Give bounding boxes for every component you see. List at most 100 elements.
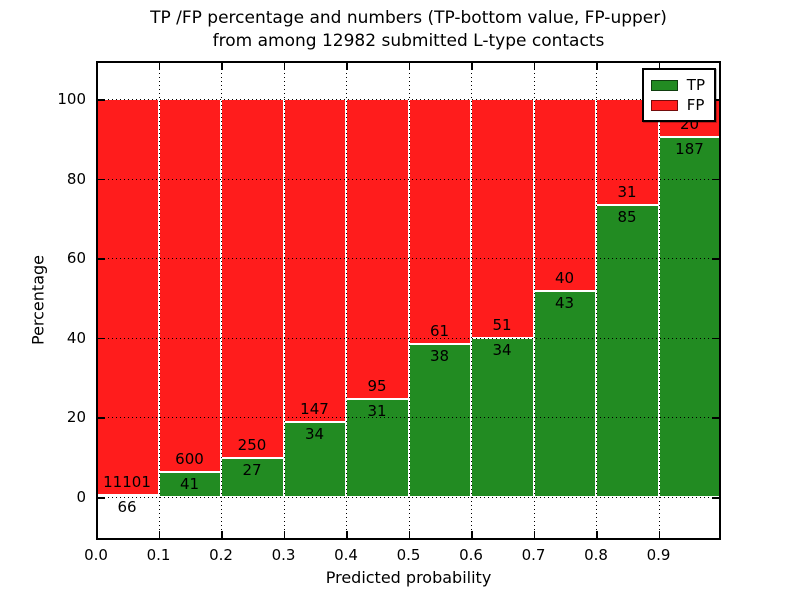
y-tick-left-80 <box>98 178 105 181</box>
fp-count-label-3: 147 <box>300 400 329 419</box>
x-tick-bottom-6 <box>471 531 473 538</box>
tp-legend-swatch <box>650 79 678 91</box>
bar-segment-tp-4 <box>346 399 409 497</box>
x-tick-bottom-5 <box>408 531 410 538</box>
x-tick-top-3 <box>283 63 285 70</box>
vertical-gridline-8 <box>596 61 597 540</box>
x-tick-top-2 <box>221 63 223 70</box>
fp-count-label-5: 61 <box>429 322 450 341</box>
tp-count-label-7: 43 <box>554 293 575 312</box>
right-spine <box>719 61 721 540</box>
y-tick-label-60: 60 <box>66 249 86 268</box>
vertical-gridline-4 <box>346 61 347 540</box>
vertical-gridline-1 <box>158 61 160 540</box>
fp-count-label-8: 31 <box>617 183 637 202</box>
x-tick-top-4 <box>346 63 348 70</box>
x-tick-label-0.0: 0.0 <box>84 546 108 564</box>
x-tick-bottom-3 <box>283 531 285 538</box>
x-tick-top-7 <box>533 63 535 70</box>
left-spine <box>96 61 98 540</box>
x-tick-label-0.1: 0.1 <box>146 546 171 564</box>
fp-count-label-7: 40 <box>554 268 575 287</box>
tp-count-label-6: 34 <box>492 340 512 359</box>
vertical-gridline-9 <box>658 61 660 540</box>
tp-count-label-3: 34 <box>304 425 325 444</box>
tp-count-label-0: 66 <box>117 497 137 516</box>
x-tick-label-0.8: 0.8 <box>584 546 608 564</box>
bar-segment-fp-6 <box>471 99 534 338</box>
bar-segment-fp-1 <box>158 99 221 472</box>
tp-count-label-1: 41 <box>179 474 200 493</box>
bar-segment-fp-2 <box>221 99 284 459</box>
x-tick-label-0.2: 0.2 <box>209 546 233 564</box>
horizontal-gridline-60 <box>96 258 721 260</box>
fp-count-label-6: 51 <box>492 315 512 334</box>
x-tick-label-0.7: 0.7 <box>521 546 546 564</box>
horizontal-gridline-40 <box>96 337 721 339</box>
fp-legend-label: FP <box>686 96 705 114</box>
vertical-gridline-3 <box>283 61 285 540</box>
bar-segment-tp-9 <box>658 137 721 497</box>
x-tick-bottom-2 <box>221 531 223 538</box>
tp-count-label-5: 38 <box>429 347 450 366</box>
bar-segment-fp-4 <box>346 99 409 400</box>
bottom-spine <box>96 538 721 540</box>
legend-item-tp: TP <box>650 75 705 95</box>
horizontal-gridline-80 <box>96 178 721 180</box>
bar-segment-tp-8 <box>596 205 659 497</box>
legend-item-fp: FP <box>650 95 705 115</box>
y-tick-label-100: 100 <box>57 90 86 108</box>
y-tick-left-0 <box>98 497 105 499</box>
y-tick-right-60 <box>712 258 719 260</box>
bar-segment-fp-5 <box>408 99 471 345</box>
x-tick-bottom-1 <box>158 531 160 538</box>
x-tick-top-6 <box>471 63 473 70</box>
y-tick-label-0: 0 <box>76 488 86 506</box>
fp-legend-swatch <box>650 99 678 111</box>
y-tick-right-80 <box>712 178 719 181</box>
y-tick-right-0 <box>712 497 719 499</box>
fp-count-label-1: 600 <box>175 449 204 468</box>
bar-segment-fp-3 <box>283 99 346 423</box>
vertical-gridline-6 <box>471 61 472 540</box>
x-tick-top-5 <box>408 63 410 70</box>
fp-count-label-4: 95 <box>367 377 387 396</box>
x-tick-top-8 <box>596 63 598 70</box>
bar-segment-tp-1 <box>158 471 221 497</box>
y-tick-right-20 <box>712 417 719 419</box>
horizontal-gridline-0 <box>96 497 721 498</box>
tp-count-label-9: 187 <box>675 140 704 159</box>
bar-segment-fp-0 <box>96 99 159 495</box>
fp-count-label-2: 250 <box>237 436 267 455</box>
x-tick-bottom-9 <box>658 531 660 538</box>
y-tick-left-40 <box>98 337 105 340</box>
vertical-gridline-5 <box>408 61 410 540</box>
y-tick-label-20: 20 <box>66 408 86 427</box>
x-tick-label-0.5: 0.5 <box>396 546 421 564</box>
chart-title-line1: TP /FP percentage and numbers (TP-bottom… <box>150 8 667 28</box>
y-tick-left-60 <box>98 258 105 260</box>
vertical-gridline-2 <box>221 61 222 540</box>
x-tick-label-0.9: 0.9 <box>646 546 671 564</box>
fp-count-label-0: 11101 <box>103 472 151 491</box>
y-tick-left-20 <box>98 417 105 419</box>
x-axis-label: Predicted probability <box>325 568 492 587</box>
x-tick-top-9 <box>658 63 660 70</box>
bar-segment-fp-7 <box>533 99 596 291</box>
y-tick-right-40 <box>712 337 719 340</box>
x-tick-top-1 <box>158 63 160 70</box>
x-tick-label-0.6: 0.6 <box>459 546 483 564</box>
tp-count-label-4: 31 <box>367 402 387 421</box>
y-tick-label-40: 40 <box>66 328 86 347</box>
horizontal-gridline-20 <box>96 417 721 419</box>
chart-title: TP /FP percentage and numbers (TP-bottom… <box>96 7 721 53</box>
y-tick-label-80: 80 <box>66 169 86 188</box>
top-spine <box>96 61 721 63</box>
x-tick-bottom-8 <box>596 531 598 538</box>
plot-area: TP FP 11101 66 600 41 250 27 147 34 95 31 61 38 51 34… <box>96 61 721 540</box>
bar-segment-tp-5 <box>408 344 471 497</box>
bar-segment-tp-7 <box>533 290 596 497</box>
bar-segment-tp-2 <box>221 458 284 497</box>
x-tick-label-0.3: 0.3 <box>271 546 296 564</box>
